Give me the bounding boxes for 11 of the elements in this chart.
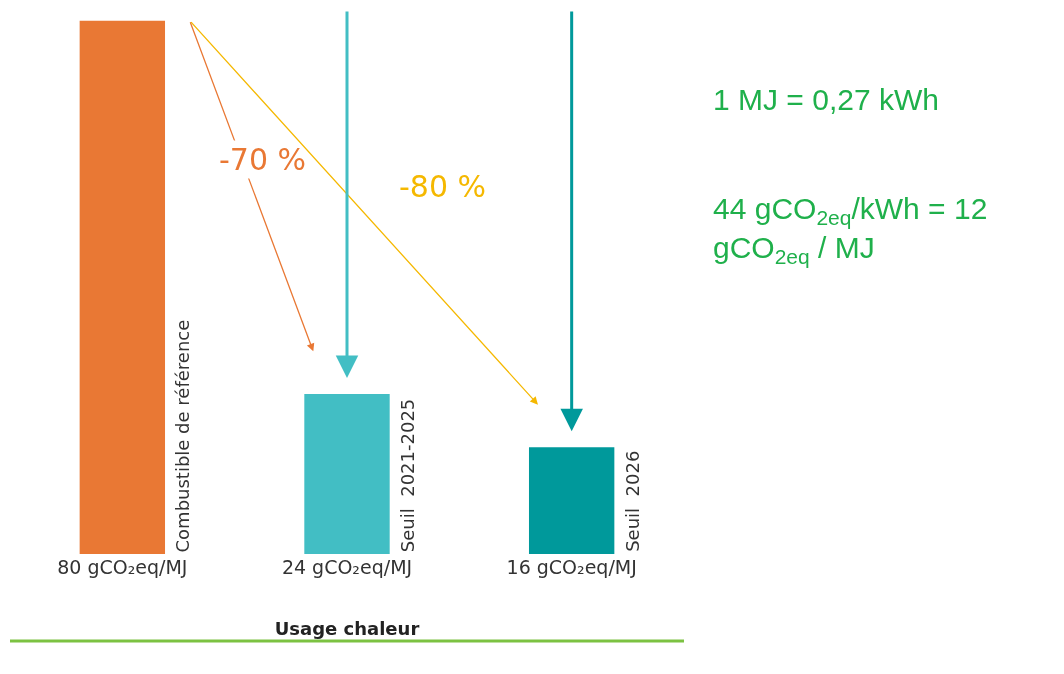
annotation: 1 MJ = 0,27 kWh — [713, 83, 939, 116]
x-tick-label: Seuil 2026 — [621, 450, 643, 552]
data-label: 16 gCO₂eq/MJ — [506, 556, 637, 578]
x-axis-title: Usage chaleur — [274, 618, 420, 640]
x-tick-label: Combustible de référence — [172, 319, 194, 553]
data-label: 24 gCO₂eq/MJ — [281, 556, 413, 578]
x-tick-label: Seuil 2021-2025 — [397, 398, 419, 553]
text: 44 gCO$_{2eq}$/kWh = 12 gCO$_{2eq}$ / MJ — [713, 192, 988, 269]
data-label: 80 gCO₂eq/MJ — [57, 556, 188, 578]
annotation: -70 % — [219, 142, 307, 177]
annotation: -80 % — [399, 169, 487, 204]
